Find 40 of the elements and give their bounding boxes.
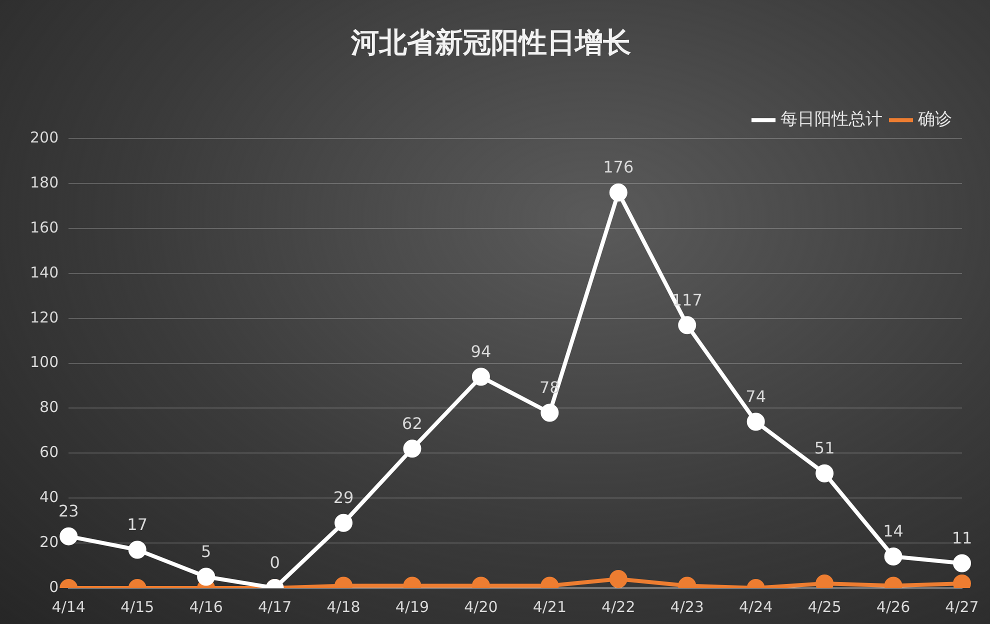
y-tick-label: 100 — [30, 353, 59, 372]
x-tick-label: 4/20 — [464, 598, 498, 616]
data-label: 0 — [270, 553, 280, 572]
y-tick-label: 40 — [40, 488, 59, 506]
data-label: 11 — [952, 528, 972, 548]
y-tick-label: 180 — [30, 173, 59, 192]
x-tick-label: 4/16 — [189, 598, 223, 616]
data-label: 14 — [883, 522, 904, 541]
x-tick-label: 4/22 — [602, 598, 636, 616]
x-tick-label: 4/15 — [120, 598, 154, 616]
y-tick-label: 120 — [30, 308, 59, 326]
data-label: 176 — [603, 158, 634, 177]
data-label: 5 — [200, 542, 212, 561]
data-label: 62 — [402, 414, 422, 433]
x-tick-label: 4/27 — [945, 598, 979, 616]
x-tick-label: 4/17 — [258, 598, 292, 616]
data-label: 23 — [58, 501, 79, 520]
data-label: 74 — [746, 386, 766, 406]
y-tick-label: 160 — [30, 218, 59, 236]
x-tick-label: 4/26 — [876, 598, 910, 616]
x-tick-label: 4/24 — [738, 598, 773, 616]
chart-title: 河北省新冠阳性日增长 — [350, 26, 631, 60]
x-tick-label: 4/19 — [395, 598, 430, 616]
x-tick-label: 4/25 — [808, 598, 842, 616]
y-tick-label: 200 — [30, 128, 59, 146]
x-tick-label: 4/18 — [326, 598, 360, 616]
y-tick-label: 20 — [40, 532, 59, 551]
y-tick-label: 0 — [49, 578, 59, 596]
x-tick-label: 4/23 — [670, 598, 704, 616]
y-tick-label: 80 — [40, 398, 59, 416]
x-tick-label: 4/21 — [532, 598, 567, 616]
x-tick-label: 4/14 — [52, 598, 86, 616]
legend-label: 每日阳性总计 — [780, 110, 882, 130]
legend-label: 确诊 — [917, 110, 952, 130]
y-tick-label: 60 — [40, 443, 59, 462]
y-tick-label: 140 — [30, 263, 59, 282]
data-label: 17 — [127, 514, 148, 534]
data-label: 94 — [470, 342, 492, 361]
data-label: 29 — [333, 488, 354, 507]
data-label: 51 — [814, 438, 835, 458]
